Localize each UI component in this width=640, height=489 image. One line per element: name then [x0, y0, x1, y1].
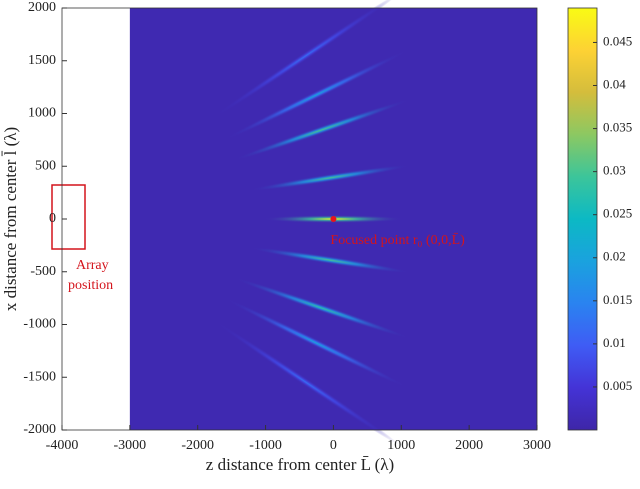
hotspot — [250, 165, 410, 191]
hotspot — [234, 99, 410, 161]
y-tick-label: 1000 — [28, 106, 56, 121]
x-tick-label: 0 — [330, 438, 337, 453]
y-tick-label: -1500 — [23, 369, 56, 384]
colorbar-tick-label: 0.01 — [603, 335, 626, 350]
x-axis-label: z distance from center L̄ (λ) — [206, 455, 394, 474]
array-box — [51, 184, 86, 250]
x-tick-label: -3000 — [114, 438, 147, 453]
x-tick-label: 3000 — [523, 438, 551, 453]
x-tick-label: 1000 — [387, 438, 415, 453]
hotspot — [213, 0, 399, 118]
focus-marker — [330, 216, 337, 222]
x-tick-label: -1000 — [249, 438, 282, 453]
y-tick-label: -2000 — [23, 422, 56, 437]
hotspot — [225, 50, 408, 140]
colorbar — [567, 7, 598, 431]
colorbar-tick-label: 0.005 — [603, 378, 632, 393]
y-tick-label: 1500 — [28, 53, 56, 68]
colorbar-tick-label: 0.035 — [603, 120, 632, 135]
colorbar-tick-label: 0.045 — [603, 33, 632, 48]
colorbar-tick-label: 0.02 — [603, 249, 626, 264]
x-tick-label: 2000 — [455, 438, 483, 453]
hotspot — [213, 320, 399, 445]
array-label: Array — [76, 258, 109, 273]
y-tick-label: -500 — [30, 264, 56, 279]
y-tick-label: 2000 — [28, 0, 56, 15]
y-tick-label: -1000 — [23, 317, 56, 332]
x-tick-label: -2000 — [181, 438, 214, 453]
x-tick-label: -4000 — [46, 438, 79, 453]
y-tick-label: 0 — [49, 211, 56, 226]
focus-label: Focused point r₀ (0,0,L̄) — [330, 233, 465, 249]
hotspot — [234, 277, 410, 339]
hotspot — [250, 247, 410, 273]
y-tick-label: 500 — [35, 158, 56, 173]
colorbar-tick-label: 0.03 — [603, 163, 626, 178]
colorbar-tick-label: 0.025 — [603, 206, 632, 221]
hotspot — [225, 298, 408, 388]
colorbar-tick-label: 0.015 — [603, 292, 632, 307]
colorbar-tick-label: 0.04 — [603, 76, 626, 91]
array-label: position — [68, 278, 113, 293]
y-axis-label: x distance from center l̄ (λ) — [1, 127, 20, 311]
